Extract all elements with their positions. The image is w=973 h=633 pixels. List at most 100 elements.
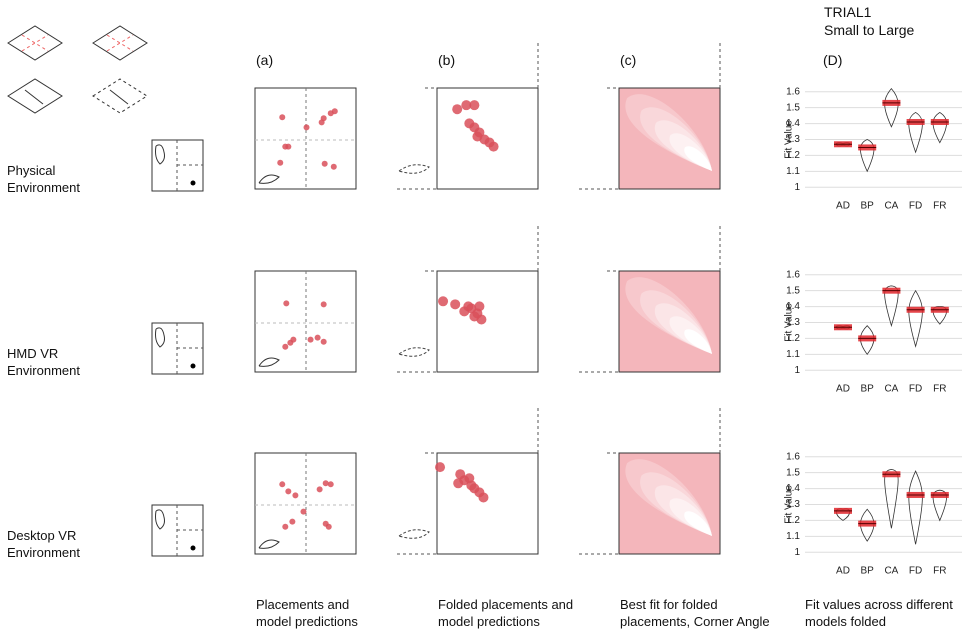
- x-tick-label: FR: [933, 566, 946, 577]
- violin: [860, 325, 875, 355]
- placement-point: [282, 343, 289, 350]
- y-tick-label: 1.2: [786, 150, 800, 161]
- panel-label: (D): [823, 52, 843, 68]
- y-tick-label: 1: [794, 182, 800, 193]
- folded-point: [469, 100, 480, 111]
- violin: [860, 139, 875, 173]
- placement-point: [277, 159, 284, 166]
- target-dot: [190, 180, 196, 186]
- y-tick-label: 1.5: [786, 285, 800, 296]
- x-tick-label: BP: [861, 384, 875, 395]
- folded-point: [469, 311, 480, 322]
- violin: [932, 111, 947, 144]
- subtitle: Small to Large: [824, 22, 915, 38]
- placement-point: [292, 492, 299, 499]
- heatmap-band: [684, 329, 712, 354]
- fold-line: [24, 89, 44, 105]
- y-tick-label: 1.6: [786, 86, 800, 97]
- y-tick-label: 1.6: [786, 451, 800, 462]
- panel-c: [618, 452, 721, 555]
- folded-point: [452, 104, 463, 115]
- caption: Best fit for folded placements, Corner A…: [620, 597, 770, 629]
- foot-icon: [398, 529, 430, 539]
- placement-point: [300, 508, 307, 515]
- placement-point: [325, 523, 332, 530]
- x-tick-label: FD: [909, 566, 922, 577]
- y-tick-label: 1: [794, 547, 800, 558]
- guide-line: [106, 34, 134, 52]
- y-tick-label: 1.1: [786, 166, 800, 177]
- foot-icon: [258, 357, 280, 367]
- y-axis-label: Fit Value: [784, 485, 795, 524]
- y-tick-label: 1.2: [786, 515, 800, 526]
- violin: [884, 87, 899, 128]
- placement-point: [290, 336, 297, 343]
- y-tick-label: 1.1: [786, 349, 800, 360]
- placement-point: [316, 486, 323, 493]
- placement-point: [279, 114, 286, 121]
- target-dot: [190, 545, 196, 551]
- violin: [860, 508, 875, 542]
- x-tick-label: CA: [884, 384, 898, 395]
- folded-point: [438, 296, 449, 307]
- guide-line: [21, 34, 49, 52]
- x-tick-label: FR: [933, 384, 946, 395]
- fold-diagram: [92, 25, 148, 61]
- y-tick-label: 1.5: [786, 467, 800, 478]
- panel-b: [436, 270, 539, 373]
- panel-c: [618, 270, 721, 373]
- placement-point: [320, 301, 327, 308]
- placement-point: [282, 523, 289, 530]
- heatmap-band: [684, 146, 712, 171]
- y-tick-label: 1.3: [786, 317, 800, 328]
- x-tick-label: CA: [884, 201, 898, 212]
- caption: Fit values across different models folde…: [805, 597, 953, 629]
- placement-point: [285, 488, 292, 495]
- x-tick-label: BP: [861, 566, 875, 577]
- y-tick-label: 1: [794, 365, 800, 376]
- folded-point: [488, 141, 499, 152]
- guide-line: [106, 34, 134, 52]
- folded-point: [435, 462, 446, 473]
- fold-diagram: [92, 78, 148, 114]
- target-dot: [190, 363, 196, 369]
- x-tick-label: FD: [909, 201, 922, 212]
- row-label: HMD VR Environment: [7, 346, 80, 378]
- folded-point: [453, 478, 464, 489]
- placement-point: [283, 300, 290, 307]
- placement-point: [289, 518, 296, 525]
- panel-c: [618, 87, 721, 190]
- placement-point: [320, 115, 327, 122]
- violin: [908, 111, 923, 154]
- fold-diagram: [7, 78, 63, 114]
- placement-point: [285, 143, 292, 150]
- placement-point: [322, 480, 329, 487]
- placement-point: [314, 334, 321, 341]
- folded-point: [461, 100, 472, 111]
- x-tick-label: AD: [836, 566, 850, 577]
- placement-point: [307, 336, 314, 343]
- y-tick-label: 1.1: [786, 531, 800, 542]
- heatmap-band: [684, 511, 712, 536]
- placement-point: [321, 160, 328, 167]
- folded-point: [464, 118, 475, 129]
- title: TRIAL1: [824, 4, 872, 20]
- x-tick-label: FD: [909, 384, 922, 395]
- y-tick-label: 1.3: [786, 499, 800, 510]
- x-tick-label: BP: [861, 201, 875, 212]
- hand-icon: [155, 144, 165, 165]
- panel-b: [436, 452, 539, 555]
- y-tick-label: 1.5: [786, 102, 800, 113]
- placement-point: [279, 481, 286, 488]
- panel-label: (c): [620, 52, 637, 68]
- placement-point: [303, 124, 310, 131]
- placement-point: [331, 108, 338, 115]
- y-tick-label: 1.3: [786, 134, 800, 145]
- panel-label: (a): [256, 52, 274, 68]
- foot-icon: [398, 347, 430, 357]
- panel-label: (b): [438, 52, 456, 68]
- placement-point: [327, 481, 334, 488]
- caption: Placements and model predictions: [256, 597, 358, 629]
- violin: [908, 289, 923, 348]
- folded-point: [472, 131, 483, 142]
